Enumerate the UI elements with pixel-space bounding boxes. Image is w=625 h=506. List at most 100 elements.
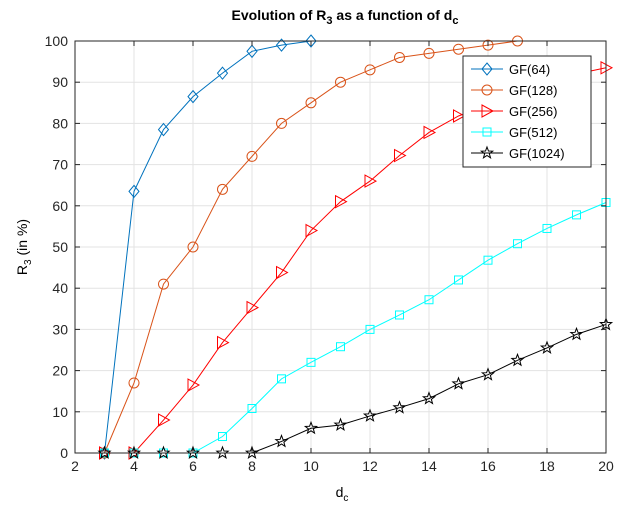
x-tick-label: 14 bbox=[421, 458, 437, 474]
series-line bbox=[104, 40, 312, 454]
x-axis-label: dc bbox=[336, 484, 349, 504]
data-point-diamond bbox=[246, 44, 258, 59]
data-point-star bbox=[392, 400, 407, 414]
legend-item: GF(512) bbox=[471, 125, 557, 140]
data-point-square bbox=[277, 374, 286, 384]
data-point-square bbox=[247, 404, 257, 414]
data-point-star bbox=[539, 340, 555, 354]
data-point-triangle bbox=[158, 413, 171, 427]
x-tick-label: 20 bbox=[598, 458, 614, 474]
data-point-square bbox=[365, 324, 375, 334]
x-tick-label: 8 bbox=[248, 458, 256, 474]
data-point-circle bbox=[276, 117, 287, 129]
data-point-square bbox=[395, 310, 404, 320]
data-point-square bbox=[218, 432, 227, 442]
data-point-triangle bbox=[364, 174, 378, 188]
data-point-star bbox=[185, 445, 201, 460]
data-point-star bbox=[274, 434, 289, 448]
data-point-circle bbox=[217, 183, 228, 195]
data-point-square bbox=[513, 239, 522, 249]
series-gf-128- bbox=[99, 35, 523, 459]
data-point-circle bbox=[158, 278, 169, 290]
data-point-circle bbox=[423, 47, 435, 59]
legend-item: GF(1024) bbox=[471, 145, 565, 161]
y-tick-label: 100 bbox=[45, 33, 69, 49]
data-point-star bbox=[215, 445, 230, 460]
data-point-circle bbox=[335, 76, 346, 88]
y-tick-label: 20 bbox=[52, 363, 68, 379]
data-point-square bbox=[336, 342, 345, 352]
data-point-square bbox=[482, 127, 492, 137]
data-point-star bbox=[156, 445, 171, 460]
x-tick-label: 16 bbox=[480, 458, 496, 474]
data-point-star bbox=[569, 326, 584, 341]
x-tick-label: 6 bbox=[189, 458, 197, 474]
y-tick-label: 10 bbox=[52, 404, 68, 420]
data-point-circle bbox=[394, 51, 405, 63]
data-point-circle bbox=[128, 377, 140, 389]
x-tick-label: 12 bbox=[362, 458, 378, 474]
data-point-square bbox=[483, 255, 493, 265]
data-point-triangle bbox=[305, 223, 319, 238]
data-point-star bbox=[480, 367, 496, 381]
legend-label: GF(128) bbox=[509, 83, 557, 98]
y-tick-label: 0 bbox=[60, 445, 68, 461]
legend-label: GF(512) bbox=[509, 125, 557, 140]
legend-label: GF(1024) bbox=[509, 146, 565, 161]
axes: 2 4 6 8 10 12 14 16 18 20 0 10 20 30 40 50 60 70 80 90 100 bbox=[45, 33, 614, 474]
data-point-triangle bbox=[481, 104, 495, 118]
data-point-diamond bbox=[216, 66, 229, 80]
data-point-square bbox=[572, 210, 581, 220]
legend-label: GF(64) bbox=[509, 62, 550, 77]
data-point-square bbox=[306, 357, 316, 367]
data-point-diamond bbox=[275, 38, 288, 52]
legend-item: GF(128) bbox=[471, 83, 557, 98]
chart-title: Evolution of R3 as a function of dc bbox=[232, 7, 459, 27]
data-point-triangle bbox=[246, 300, 260, 315]
data-point-star bbox=[333, 417, 348, 432]
data-point-circle bbox=[187, 241, 199, 253]
y-tick-label: 30 bbox=[52, 321, 68, 337]
y-tick-label: 50 bbox=[52, 239, 68, 255]
data-point-square bbox=[542, 223, 552, 233]
data-point-diamond bbox=[128, 184, 140, 199]
x-tick-label: 4 bbox=[130, 458, 138, 474]
y-tick-label: 90 bbox=[52, 74, 68, 90]
y-axis-label: R3 (in %) bbox=[14, 219, 34, 275]
data-point-star bbox=[362, 408, 378, 422]
x-tick-label: 2 bbox=[71, 458, 79, 474]
x-tick-label: 10 bbox=[303, 458, 319, 474]
data-point-circle bbox=[482, 39, 494, 51]
data-point-square bbox=[424, 295, 434, 305]
data-point-triangle bbox=[217, 335, 230, 350]
data-point-diamond bbox=[481, 62, 493, 76]
data-point-triangle bbox=[453, 109, 466, 123]
data-point-star bbox=[451, 376, 466, 390]
data-point-triangle bbox=[187, 378, 201, 392]
y-tick-label: 80 bbox=[52, 115, 68, 131]
data-point-star bbox=[303, 420, 319, 435]
data-point-star bbox=[97, 445, 112, 460]
x-tick-label: 18 bbox=[539, 458, 555, 474]
data-point-star bbox=[421, 391, 437, 405]
data-point-star bbox=[126, 445, 142, 460]
y-tick-label: 60 bbox=[52, 198, 68, 214]
legend: GF(64) GF(128) GF(256) GF(512) GF(1024) bbox=[462, 55, 592, 168]
data-point-diamond bbox=[187, 89, 199, 104]
data-point-triangle bbox=[394, 148, 407, 163]
legend-item: GF(256) bbox=[471, 104, 557, 119]
data-point-square bbox=[454, 275, 463, 285]
legend-item: GF(64) bbox=[471, 62, 550, 77]
data-point-circle bbox=[364, 64, 376, 76]
data-point-star bbox=[244, 445, 260, 460]
data-point-triangle bbox=[276, 265, 289, 280]
data-point-star bbox=[479, 145, 495, 160]
data-point-diamond bbox=[305, 34, 317, 48]
data-point-star bbox=[510, 352, 525, 367]
data-point-circle bbox=[305, 97, 317, 109]
y-tick-label: 70 bbox=[52, 157, 68, 173]
series-line bbox=[104, 40, 518, 454]
data-point-triangle bbox=[423, 125, 437, 140]
y-tick-label: 40 bbox=[52, 280, 68, 296]
